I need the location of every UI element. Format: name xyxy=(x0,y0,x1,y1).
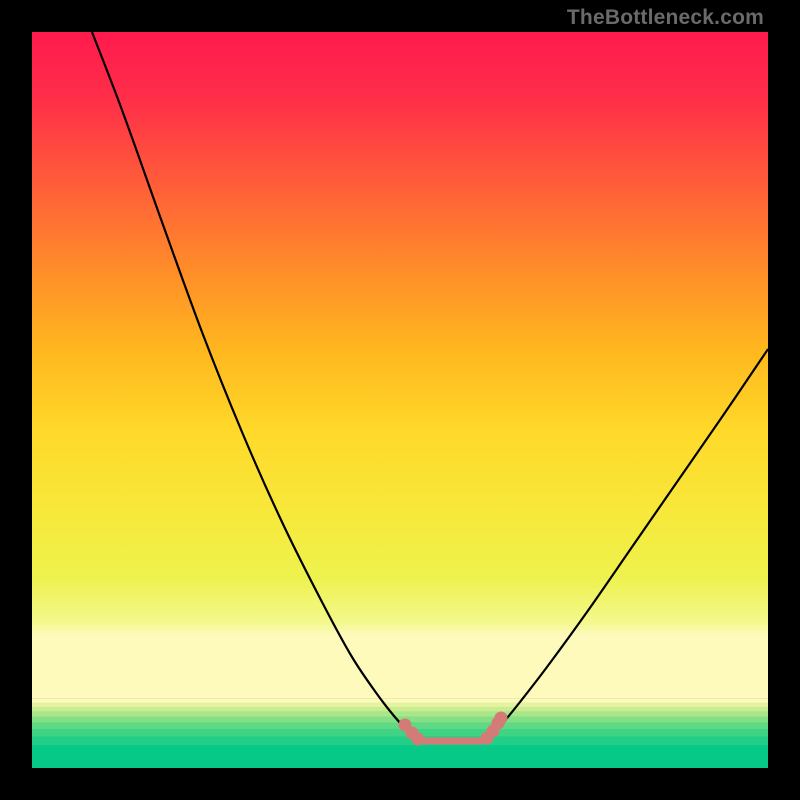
plot-area xyxy=(32,32,768,768)
gradient-background xyxy=(32,32,768,698)
bottom-stripe xyxy=(32,729,768,737)
bottom-stripe xyxy=(32,745,768,768)
valley-marker-dot xyxy=(412,733,425,746)
valley-marker-dot xyxy=(495,712,508,725)
bottom-stripe xyxy=(32,702,768,707)
bottom-stripe xyxy=(32,736,768,745)
bottom-stripe xyxy=(32,711,768,717)
chart-root: TheBottleneck.com xyxy=(0,0,800,800)
bottom-stripe xyxy=(32,707,768,712)
bottom-stripe xyxy=(32,698,768,703)
watermark-text: TheBottleneck.com xyxy=(567,6,764,30)
chart-svg xyxy=(32,32,768,768)
